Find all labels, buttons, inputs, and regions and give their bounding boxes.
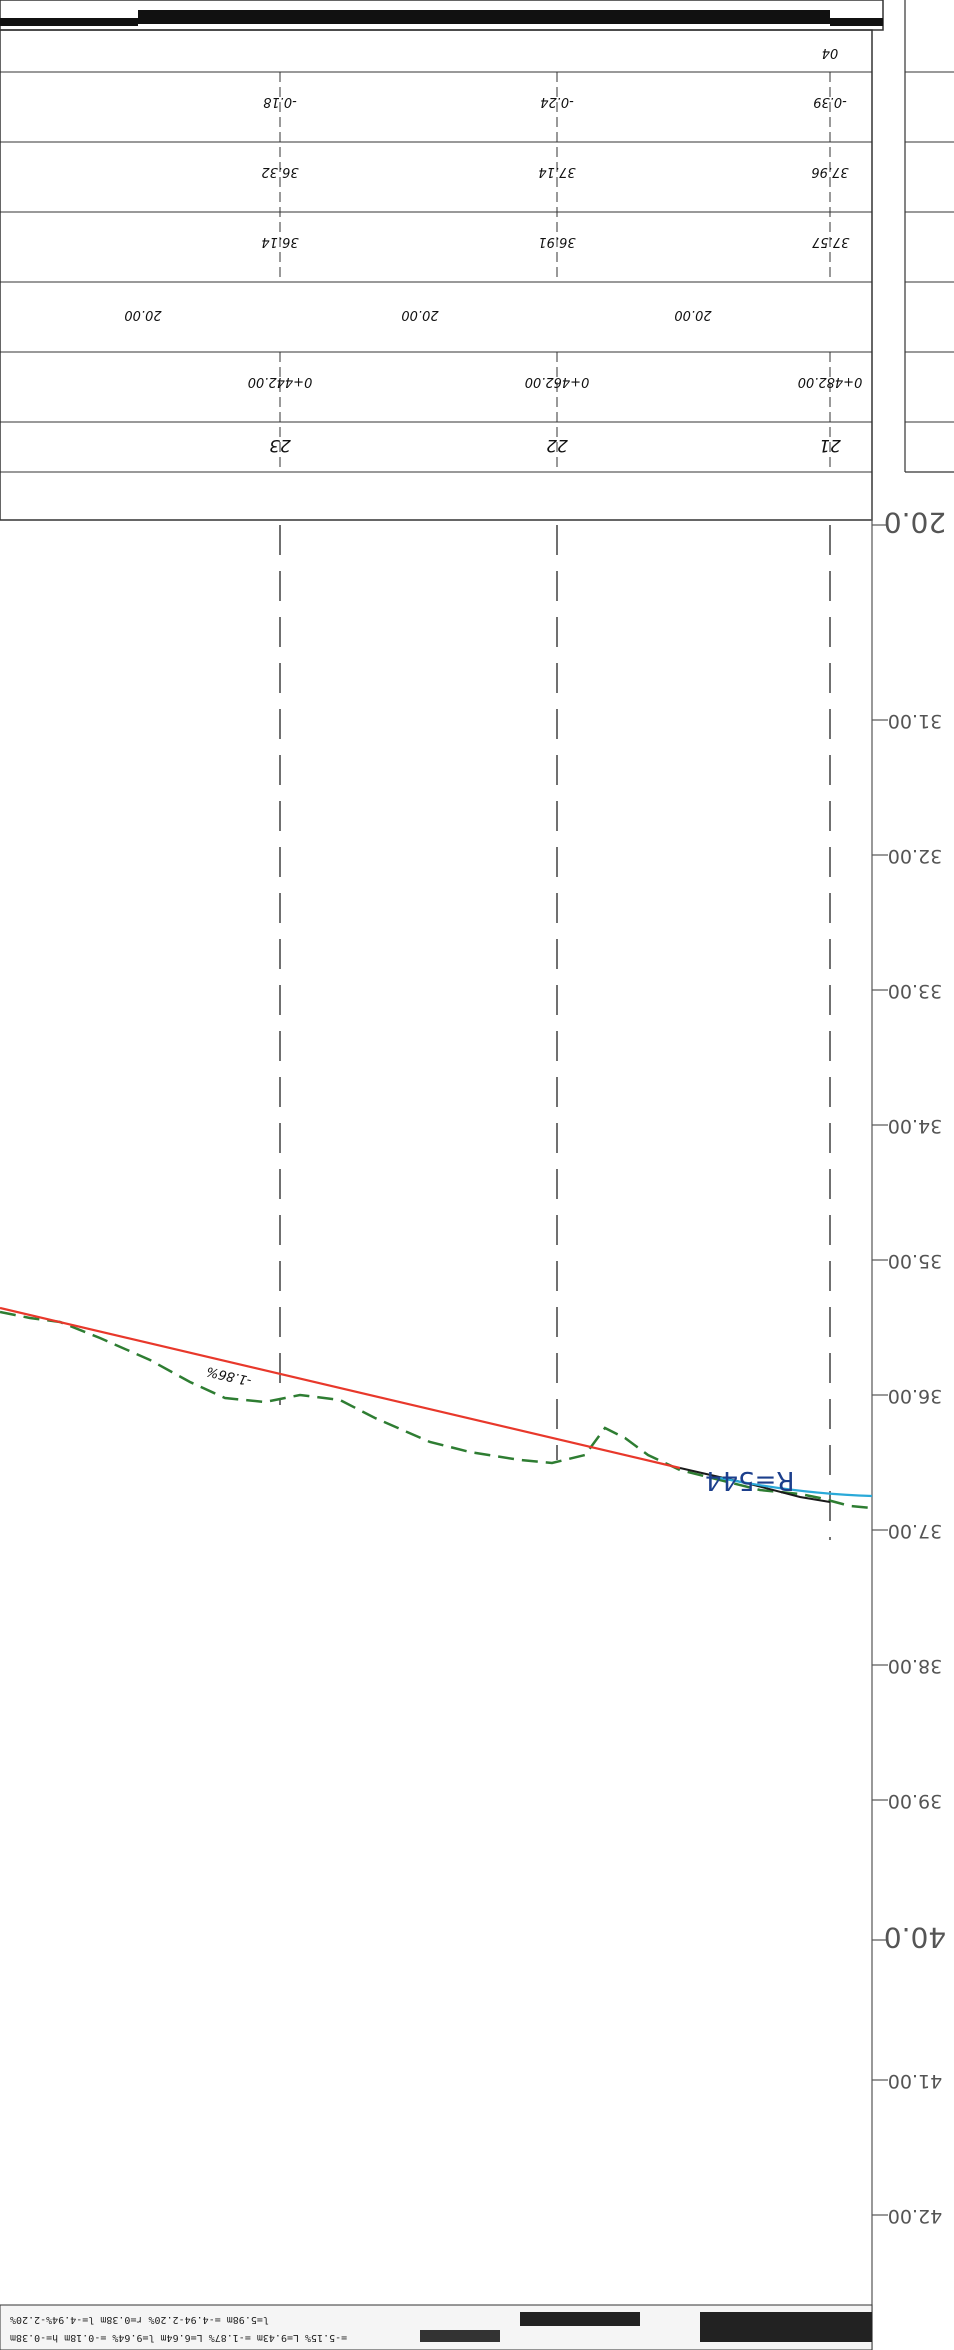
cell-design: 36.32 bbox=[261, 164, 298, 179]
footer-line-2: =-5.15% L=9.43m =-1.87% L=6.64m l=9.64% … bbox=[10, 2332, 347, 2343]
axis-label: 32.00 bbox=[888, 845, 942, 867]
side-table bbox=[905, 0, 954, 472]
cell-cutfill: -0.24 bbox=[540, 94, 574, 109]
axis-label: 37.00 bbox=[888, 1520, 942, 1542]
cell-ground: 36.14 bbox=[261, 234, 298, 249]
top-right-mark: 04 bbox=[822, 45, 839, 60]
axis-label: 33.00 bbox=[888, 980, 942, 1002]
cell-ground: 37.57 bbox=[811, 234, 849, 249]
axis-label: 40.0 bbox=[884, 1921, 946, 1954]
cell-name: 21 bbox=[819, 435, 841, 455]
cell-design: 37.96 bbox=[811, 164, 848, 179]
table-frame bbox=[0, 30, 872, 520]
cell-chainage: 0+442.00 bbox=[248, 374, 313, 389]
axis-label: 35.00 bbox=[888, 1250, 942, 1272]
station-lines bbox=[280, 525, 830, 1540]
axis-label: 38.00 bbox=[888, 1655, 942, 1677]
title-bar bbox=[0, 0, 883, 30]
axis-label: 39.00 bbox=[888, 1790, 942, 1812]
axis-label: 20.0 bbox=[884, 506, 946, 539]
cell-spacing: 20.00 bbox=[124, 307, 161, 322]
axis-label: 31.00 bbox=[888, 710, 942, 732]
axis-label: 42.00 bbox=[888, 2205, 942, 2227]
cell-cutfill: -0.18 bbox=[263, 94, 297, 109]
footer-line-1: l=5.98m =-4.94-2.20% r=0.38m l=-4.94%-2.… bbox=[10, 2314, 269, 2325]
cell-ground: 36.91 bbox=[538, 234, 575, 249]
cell-name: 22 bbox=[546, 435, 568, 455]
cell-name: 23 bbox=[269, 435, 291, 455]
axis-label: 34.00 bbox=[888, 1115, 942, 1137]
cell-design: 37.14 bbox=[538, 164, 575, 179]
cell-chainage: 0+462.00 bbox=[525, 374, 590, 389]
cell-chainage: 0+482.00 bbox=[798, 374, 863, 389]
cell-cutfill: -0.39 bbox=[813, 94, 847, 109]
elevation-axis: 20.0 31.00 32.00 33.00 34.00 35.00 36.00 37.00 3… bbox=[872, 490, 946, 2350]
footer: l=5.98m =-4.94-2.20% r=0.38m l=-4.94%-2.… bbox=[0, 2305, 872, 2350]
curve-radius-label: R=544 bbox=[705, 1465, 794, 1495]
data-table: -0.39 37.96 37.57 0+482.00 21 20.00 -0.24 37.14… bbox=[0, 30, 872, 520]
annotations: R=544 -1.86% bbox=[205, 1363, 794, 1495]
axis-label: 41.00 bbox=[888, 2070, 942, 2092]
axis-label: 36.00 bbox=[888, 1385, 942, 1407]
design-line bbox=[0, 1308, 680, 1468]
cell-spacing: 20.00 bbox=[674, 307, 711, 322]
cell-spacing: 20.00 bbox=[401, 307, 438, 322]
